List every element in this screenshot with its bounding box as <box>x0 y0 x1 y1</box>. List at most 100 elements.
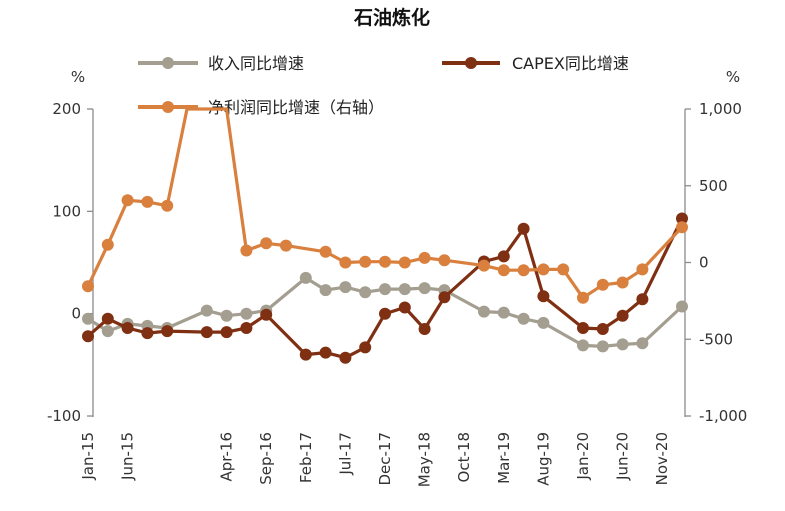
data-point <box>280 239 292 252</box>
data-point <box>240 307 253 320</box>
left-tick-label: -100 <box>47 407 81 425</box>
series-line <box>86 217 684 360</box>
data-point <box>517 222 530 235</box>
data-point <box>121 322 134 334</box>
data-point <box>398 283 411 296</box>
data-point <box>616 338 629 351</box>
x-tick-label: Sep-16 <box>257 432 275 485</box>
series-0 <box>82 271 688 353</box>
data-point <box>636 293 649 306</box>
legend-marker-revenue <box>162 57 174 69</box>
chart-title: 石油炼化 <box>353 6 430 29</box>
data-point <box>537 263 550 276</box>
series-line <box>86 107 684 300</box>
x-tick-label: Feb-17 <box>297 432 315 483</box>
series-1 <box>82 212 688 364</box>
data-point <box>82 312 94 325</box>
data-point <box>101 312 114 325</box>
legend-marker-net-profit <box>162 101 174 113</box>
data-point <box>537 316 550 329</box>
data-point <box>379 255 391 268</box>
right-tick-label: -1,000 <box>699 407 747 425</box>
data-point <box>121 194 134 207</box>
data-point <box>418 282 431 295</box>
left-tick-label: 200 <box>52 100 81 118</box>
x-tick-label: Aug-19 <box>534 432 552 486</box>
data-point <box>438 254 451 267</box>
data-point <box>359 255 372 268</box>
data-point <box>299 271 312 284</box>
x-tick-label: Dec-17 <box>376 432 394 486</box>
x-axis-ticks: Jan-15 Jun-15 Apr-16 Sep-16 Feb-17 Jul-17 Dec-… <box>79 432 671 487</box>
data-point <box>339 281 352 294</box>
data-point <box>497 264 510 277</box>
data-point <box>478 259 490 272</box>
right-tick-label: 1,000 <box>699 100 742 118</box>
data-point <box>339 256 352 269</box>
right-axis-unit: % <box>726 68 740 86</box>
data-point <box>636 263 649 276</box>
data-point <box>161 325 174 338</box>
data-point <box>398 256 411 269</box>
left-axis-unit: % <box>71 68 85 86</box>
data-point <box>379 283 391 296</box>
left-tick-label: 0 <box>71 305 81 323</box>
right-axis-ticks: 1,000 500 0 -500 -1,000 <box>685 100 747 425</box>
data-point <box>557 263 570 276</box>
data-point <box>161 199 174 212</box>
data-point <box>616 276 629 289</box>
left-axis-ticks: 200 100 0 -100 <box>47 100 93 425</box>
data-point <box>596 278 609 291</box>
data-point <box>517 312 530 325</box>
data-point <box>339 351 352 364</box>
data-point <box>517 264 530 277</box>
right-tick-label: 0 <box>699 254 709 272</box>
series-line <box>87 276 684 348</box>
data-point <box>319 284 332 297</box>
x-tick-label: Jan-15 <box>79 432 97 481</box>
x-tick-label: Jan-20 <box>574 432 592 481</box>
x-tick-label: Jun-15 <box>119 432 137 481</box>
data-point <box>82 280 94 293</box>
left-tick-label: 100 <box>52 202 81 220</box>
legend-item-net-profit: 净利润同比增速（右轴） <box>138 98 384 117</box>
data-point <box>418 323 431 335</box>
legend: 收入同比增速 CAPEX同比增速 净利润同比增速（右轴） <box>138 54 629 117</box>
data-point <box>596 340 609 353</box>
data-point <box>240 322 253 334</box>
data-point <box>418 251 431 264</box>
data-point <box>141 195 154 208</box>
legend-label-revenue: 收入同比增速 <box>208 54 304 73</box>
data-point <box>438 291 451 304</box>
legend-marker-capex <box>465 57 477 69</box>
x-tick-label: Apr-16 <box>218 432 236 482</box>
data-point <box>82 330 94 343</box>
data-point <box>220 309 233 322</box>
legend-item-capex: CAPEX同比增速 <box>442 54 629 73</box>
data-point <box>379 307 391 320</box>
data-point <box>141 327 154 340</box>
data-point <box>220 326 233 339</box>
data-point <box>260 308 273 321</box>
data-point <box>200 304 213 317</box>
data-point <box>240 244 253 257</box>
data-point <box>616 309 629 322</box>
x-tick-label: Jun-20 <box>614 432 632 481</box>
data-point <box>537 290 550 303</box>
x-tick-label: Mar-19 <box>495 432 513 484</box>
data-point <box>359 341 372 354</box>
data-point <box>478 305 490 318</box>
data-point <box>319 346 332 359</box>
data-point <box>577 291 589 304</box>
data-point <box>398 301 411 314</box>
data-point <box>636 337 649 350</box>
legend-label-net-profit: 净利润同比增速（右轴） <box>208 98 384 117</box>
right-tick-label: 500 <box>699 177 728 195</box>
data-point <box>101 325 114 338</box>
x-tick-label: Jul-17 <box>336 432 354 476</box>
data-point <box>497 250 510 263</box>
legend-label-capex: CAPEX同比增速 <box>512 54 629 73</box>
x-tick-label: Nov-20 <box>653 432 671 485</box>
data-point <box>577 339 589 352</box>
